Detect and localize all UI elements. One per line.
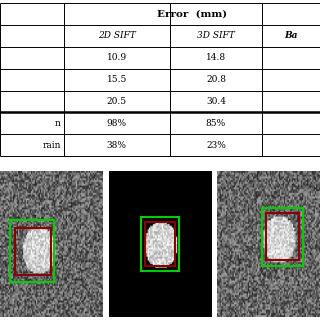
Text: 15.5: 15.5 bbox=[107, 75, 127, 84]
Text: n: n bbox=[55, 119, 61, 128]
Text: Ba: Ba bbox=[284, 31, 298, 41]
Text: 38%: 38% bbox=[107, 141, 127, 150]
Bar bbox=[266, 213, 300, 260]
Text: 3D SIFT: 3D SIFT bbox=[197, 31, 235, 41]
Text: 85%: 85% bbox=[206, 119, 226, 128]
Text: 2D SIFT: 2D SIFT bbox=[98, 31, 136, 41]
Text: Error  (mm): Error (mm) bbox=[157, 10, 227, 19]
Text: 98%: 98% bbox=[107, 119, 127, 128]
Bar bbox=[15, 228, 51, 275]
Bar bbox=[10, 220, 54, 282]
Text: 20.8: 20.8 bbox=[206, 75, 226, 84]
Text: rain: rain bbox=[42, 141, 61, 150]
Text: 14.8: 14.8 bbox=[206, 53, 226, 62]
Bar bbox=[145, 222, 175, 266]
Bar bbox=[141, 217, 179, 271]
Bar bbox=[262, 208, 303, 266]
Text: 10.9: 10.9 bbox=[107, 53, 127, 62]
Text: 23%: 23% bbox=[206, 141, 226, 150]
Text: 30.4: 30.4 bbox=[206, 97, 226, 106]
Text: 20.5: 20.5 bbox=[107, 97, 127, 106]
